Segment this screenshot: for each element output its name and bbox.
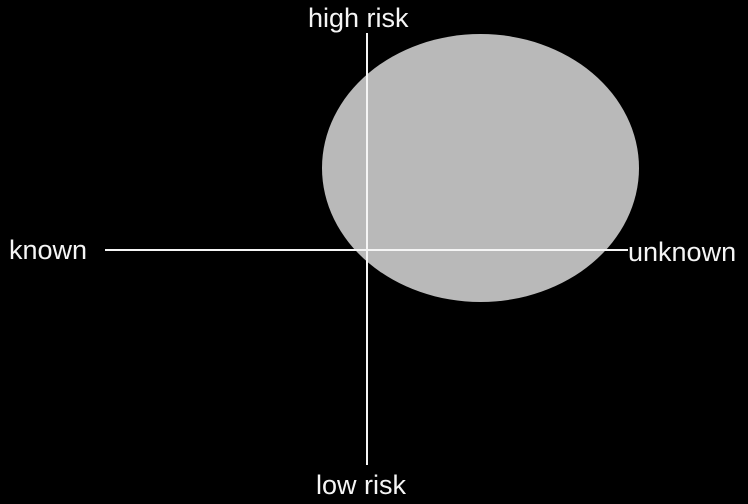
- horizontal-axis-line: [105, 249, 628, 251]
- unknown-label: unknown: [628, 237, 737, 267]
- risk-region-ellipse: [322, 34, 639, 302]
- high-risk-label: high risk: [308, 3, 409, 33]
- low-risk-label: low risk: [316, 470, 407, 500]
- known-label: known: [9, 235, 88, 265]
